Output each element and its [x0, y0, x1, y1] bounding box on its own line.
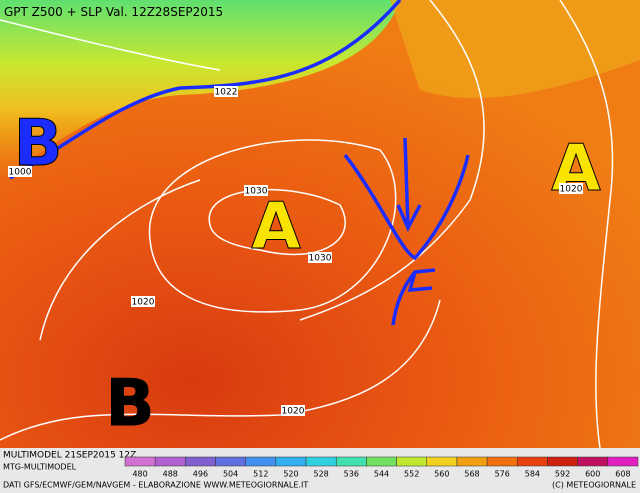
legend-tick-label: 480: [132, 470, 147, 479]
pressure-center: B: [14, 107, 63, 181]
legend-tick-label: 592: [555, 470, 570, 479]
legend-swatch: [124, 456, 156, 467]
copyright-label: (C) METEOGIORNALE: [552, 481, 636, 490]
legend-swatch: [456, 456, 488, 467]
legend-tick-label: 568: [464, 470, 479, 479]
pressure-center: B: [106, 367, 155, 441]
isobar-label: 1030: [309, 254, 332, 264]
isobar-label-box: [214, 86, 238, 97]
fronts: [9, 0, 470, 326]
legend-tick-label: 576: [495, 470, 510, 479]
footer-panel: [0, 448, 640, 493]
pressure-centers: B A A B: [13, 107, 602, 442]
legend-tick-label: 544: [374, 470, 389, 479]
sources-label: DATI GFS/ECMWF/GEM/NAVGEM - ELABORAZIONE…: [3, 481, 308, 490]
legend-tick-label: 608: [615, 470, 630, 479]
legend-tick-label: 552: [404, 470, 419, 479]
legend-tick-label: 520: [283, 470, 298, 479]
title: GPT Z500 + SLP Val. 12Z28SEP2015: [4, 5, 223, 19]
legend-swatch: [366, 456, 397, 467]
legend-swatch: [245, 456, 277, 467]
legend-tick-label: 504: [223, 470, 238, 479]
legend-tick-label: 560: [434, 470, 449, 479]
legend-swatch: [547, 456, 578, 467]
model-label: MTG-MULTIMODEL: [3, 463, 77, 472]
isobar-labels: 1022 1000 1030 1030 1020 1020 1020: [8, 86, 583, 417]
legend-swatch: [335, 456, 367, 467]
legend-tick-label: 536: [344, 470, 359, 479]
legend-tick-label: 528: [314, 470, 329, 479]
isobar-label: 1022: [215, 88, 238, 98]
legend-tick-label: 584: [525, 470, 540, 479]
legend-swatch: [607, 456, 639, 467]
isobars: [0, 0, 614, 449]
isobar-label-box: [281, 405, 305, 416]
pressure-center: A: [251, 190, 301, 264]
isobar-label-box: [308, 252, 332, 263]
legend-swatch: [215, 456, 246, 467]
legend-swatch: [577, 456, 609, 467]
legend-swatch: [305, 456, 337, 467]
pressure-center: A: [551, 132, 601, 206]
legend-tick-label: 512: [253, 470, 268, 479]
legend-swatch: [517, 456, 548, 467]
legend-swatch: [486, 456, 518, 467]
isobar-label: 1000: [9, 168, 32, 178]
north-east-region: [390, 0, 640, 99]
color-legend: 480 488 496 504 512 520 528 536 544 552 560 568 576 5…: [124, 456, 639, 479]
isobar-label-box: [8, 166, 32, 177]
isobar-label: 1020: [132, 298, 155, 308]
isobar-label: 1030: [245, 187, 268, 197]
isobar-label-box: [244, 185, 268, 196]
legend-tick-label: 488: [163, 470, 178, 479]
legend-tick-label: 496: [193, 470, 208, 479]
isobar-label: 1020: [560, 185, 583, 195]
legend-swatch: [185, 456, 216, 467]
run-label: MULTIMODEL 21SEP2015 12Z: [3, 451, 136, 461]
legend-swatch: [426, 456, 458, 467]
isobar-label: 1020: [282, 407, 305, 417]
isobar-label-box: [559, 183, 583, 194]
legend-tick-label: 600: [585, 470, 600, 479]
isobar-label-box: [131, 296, 155, 307]
legend-swatch: [275, 456, 307, 467]
legend-swatch: [154, 456, 186, 467]
legend-swatch: [396, 456, 428, 467]
